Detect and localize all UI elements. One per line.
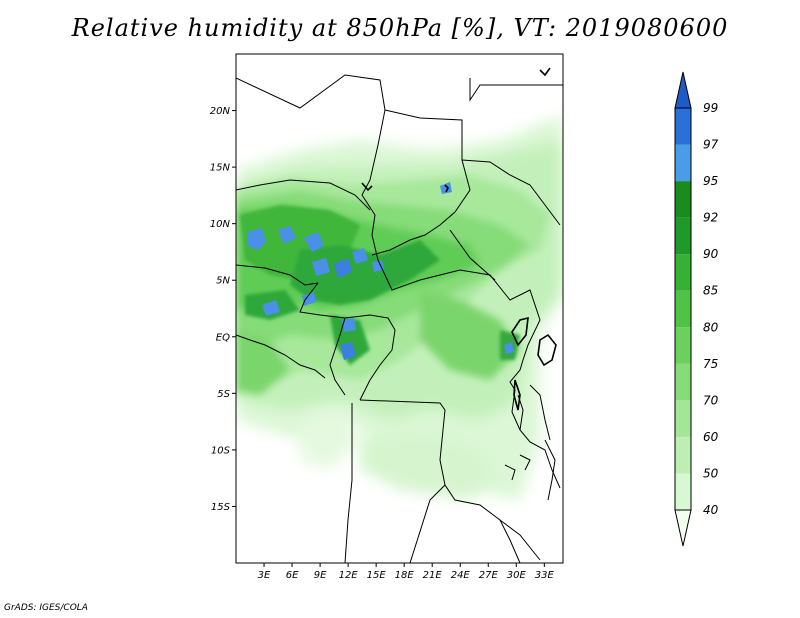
colorbar-segment <box>675 473 691 510</box>
colorbar-segment <box>675 181 691 218</box>
lat-tick-label: 15N <box>210 163 231 174</box>
lat-tick-label: 5S <box>217 389 230 400</box>
colorbar-segment <box>675 363 691 401</box>
lon-tick-label: 12E <box>339 570 359 581</box>
colorbar-segment <box>675 400 691 437</box>
lat-tick-label: 5N <box>216 276 230 287</box>
colorbar-segment <box>675 217 691 255</box>
lat-tick-label: 10N <box>210 219 231 230</box>
humidity-high-band <box>240 205 520 365</box>
lon-tick-label: 15E <box>367 570 387 581</box>
colorbar-segment <box>675 108 691 145</box>
lon-tick-label: 33E <box>535 570 555 581</box>
lon-tick-label: 30E <box>507 570 527 581</box>
lon-tick-label: 6E <box>286 570 299 581</box>
colorbar-label: 60 <box>703 430 719 444</box>
lon-tick-label: 9E <box>314 570 327 581</box>
colorbar: 40 50 60 70 75 80 85 90 92 95 97 99 <box>674 71 719 547</box>
colorbar-label: 95 <box>703 174 718 188</box>
lon-tick-label: 24E <box>451 570 471 581</box>
colorbar-segment <box>675 290 691 328</box>
map-frame <box>235 53 564 564</box>
map-title: Relative humidity at 850hPa [%], VT: 201… <box>71 14 729 42</box>
lake-outlines <box>361 67 557 411</box>
colorbar-label: 70 <box>703 393 719 407</box>
colorbar-segment <box>674 71 692 109</box>
colorbar-frame <box>674 107 692 511</box>
colorbar-label: 97 <box>703 138 719 152</box>
colorbar-segment <box>675 254 691 291</box>
colorbar-label: 75 <box>703 357 718 371</box>
longitude-axis: 3E 6E 9E 12E 15E 18E 21E 24E 27E 30E 33E <box>258 563 555 581</box>
latitude-axis: 20N 15N 10N 5N EQ 5S 10S 15S <box>210 106 236 513</box>
country-borders <box>236 74 563 563</box>
lon-tick-label: 21E <box>423 570 443 581</box>
humidity-field <box>236 54 563 563</box>
lon-tick-label: 18E <box>395 570 415 581</box>
colorbar-label: 90 <box>703 247 719 261</box>
colorbar-segment <box>675 436 691 474</box>
colorbar-segment <box>674 509 692 547</box>
lat-tick-label: 10S <box>211 445 231 456</box>
colorbar-label: 99 <box>703 101 718 115</box>
humidity-saturated-patches <box>248 182 514 360</box>
colorbar-label: 92 <box>703 211 718 225</box>
lat-tick-label: EQ <box>216 332 230 343</box>
colorbar-segment <box>675 327 691 364</box>
colorbar-label: 85 <box>703 284 718 298</box>
lat-tick-label: 15S <box>211 502 231 513</box>
colorbar-label: 40 <box>703 503 719 517</box>
colorbar-label: 50 <box>703 466 719 480</box>
grads-credit: GrADS: IGES/COLA <box>4 603 88 613</box>
colorbar-segment <box>675 144 691 182</box>
lon-tick-label: 3E <box>258 570 271 581</box>
colorbar-label: 80 <box>703 320 719 334</box>
lon-tick-label: 27E <box>479 570 499 581</box>
lat-tick-label: 20N <box>210 106 231 117</box>
